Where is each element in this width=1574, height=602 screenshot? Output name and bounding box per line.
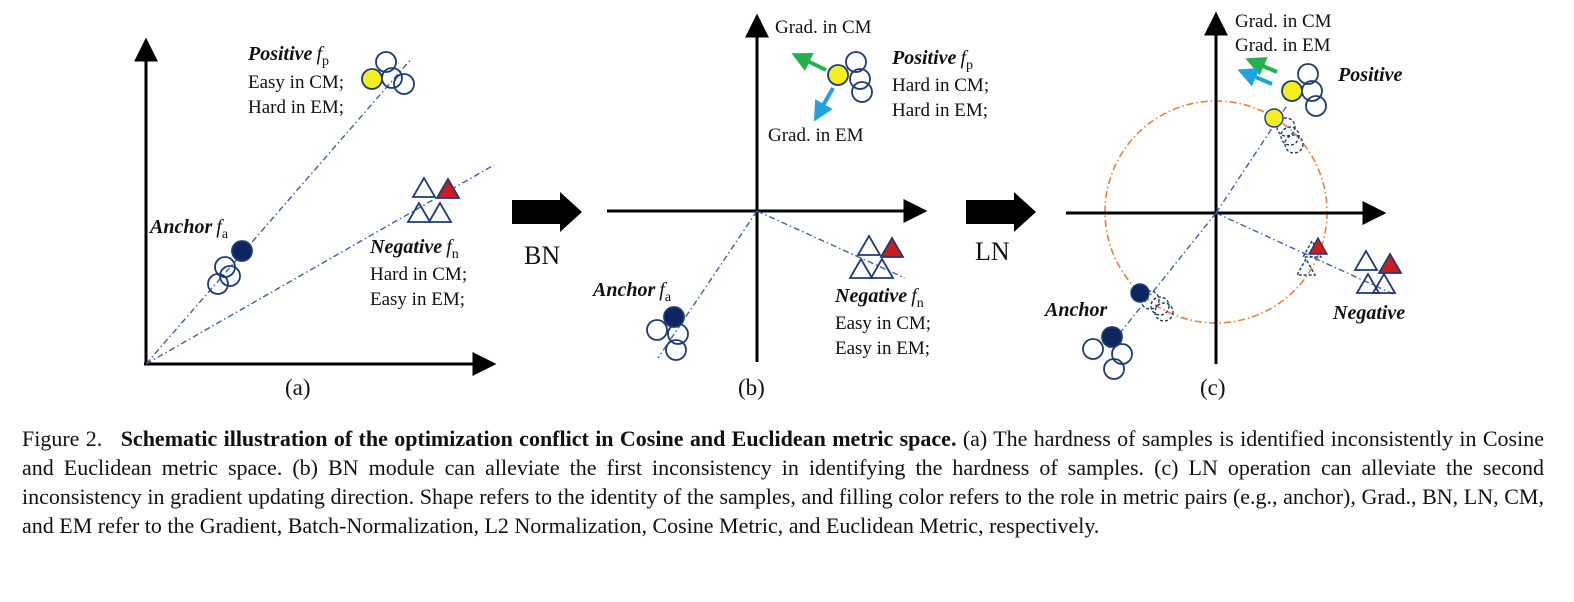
panel-c-positive-cluster xyxy=(1281,63,1327,117)
panel-a-positive-point xyxy=(361,68,383,90)
panel-b-anchor-ray xyxy=(657,210,758,359)
panel-c-anchor-normalized xyxy=(1130,283,1174,322)
panel-a-anchor-cluster xyxy=(207,240,253,295)
caption-number: Figure 2. xyxy=(22,426,103,451)
panel-a: Positive fp Easy in CM; Hard in EM; Anch… xyxy=(134,37,497,400)
panel-b-positive-cluster xyxy=(827,51,873,103)
panel-c-grad-em-label: Grad. in EM xyxy=(1235,35,1331,56)
panel-c-anchor-point xyxy=(1101,326,1123,348)
panel-a-positive-title: Positive fp xyxy=(247,43,329,69)
panel-c-positive-label: Positive xyxy=(1337,64,1403,86)
panel-a-negative-title: Negative fn xyxy=(369,236,459,262)
panel-b-positive-line2: Hard in EM; xyxy=(892,100,988,121)
panel-b-anchor-point xyxy=(663,306,685,328)
panel-c-anchor-ray xyxy=(1107,212,1217,349)
panel-c-negative-normalized-point xyxy=(1307,236,1329,255)
panel-b-negative-line2: Easy in EM; xyxy=(835,338,930,359)
panel-b-positive-point xyxy=(827,64,849,86)
bn-label: BN xyxy=(524,241,560,270)
panel-b-positive-line1: Hard in CM; xyxy=(892,75,989,96)
bn-arrow-shape xyxy=(512,192,582,232)
panel-b-positive-title: Positive fp xyxy=(891,47,973,73)
panel-b-grad-em-arrow xyxy=(814,87,835,122)
panel-a-positive-cluster xyxy=(361,51,415,95)
panel-b-anchor-title: Anchor fa xyxy=(591,279,672,305)
panel-b-grad-em-label: Grad. in EM xyxy=(768,125,864,146)
panel-c-positive-normalized xyxy=(1264,108,1304,154)
panel-c-anchor-label: Anchor xyxy=(1043,299,1107,321)
bn-arrow: BN xyxy=(512,192,582,270)
caption-body: (a) The hardness of samples is identifie… xyxy=(22,426,1544,538)
figure-caption: Figure 2. Schematic illustration of the … xyxy=(22,424,1544,540)
panel-a-positive-line2: Hard in EM; xyxy=(248,97,344,118)
panel-a-anchor-title: Anchor fa xyxy=(148,216,229,242)
ln-label: LN xyxy=(975,237,1010,266)
panel-c-positive-normalized-point xyxy=(1264,108,1284,128)
panel-b-negative-line1: Easy in CM; xyxy=(835,313,931,334)
ln-arrow-shape xyxy=(966,192,1036,232)
panel-b-grad-cm-label: Grad. in CM xyxy=(775,17,872,38)
panel-a-negative-cluster xyxy=(406,176,461,223)
panel-c-anchor-cluster xyxy=(1082,326,1133,380)
panel-c-negative-cluster xyxy=(1353,249,1403,294)
panel-c-grad-cm-label: Grad. in CM xyxy=(1235,11,1332,32)
panel-a-negative-point xyxy=(435,177,461,199)
panel-b: Grad. in CM Grad. in EM Positive fp Hard… xyxy=(591,13,989,400)
figure-diagram: Positive fp Easy in CM; Hard in EM; Anch… xyxy=(134,11,1405,400)
panel-b-negative-ray xyxy=(756,210,906,279)
panel-c-negative-normalized xyxy=(1295,236,1329,276)
panel-b-negative-cluster xyxy=(848,234,905,279)
panel-c-grad-em-arrow xyxy=(1237,67,1273,87)
panel-c-negative-label: Negative xyxy=(1332,302,1405,324)
panel-c-caption: (c) xyxy=(1200,375,1226,400)
panel-b-caption: (b) xyxy=(738,375,765,400)
caption-title: Schematic illustration of the optimizati… xyxy=(120,426,957,451)
panel-b-grad-cm-arrow xyxy=(791,52,827,72)
panel-a-negative-line2: Easy in EM; xyxy=(370,289,465,310)
panel-c-negative-point xyxy=(1377,252,1403,274)
panel-a-positive-ray xyxy=(145,57,413,365)
panel-a-anchor-point xyxy=(231,240,253,262)
panel-a-negative-line1: Hard in CM; xyxy=(370,264,467,285)
panel-c-anchor-normalized-point xyxy=(1130,283,1150,303)
panel-a-positive-line1: Easy in CM; xyxy=(248,72,344,93)
panel-c: Grad. in CM Grad. in EM Positive Anchor … xyxy=(1043,11,1405,400)
ln-arrow: LN xyxy=(966,192,1036,266)
panel-c-positive-point xyxy=(1281,80,1303,102)
panel-b-anchor-cluster xyxy=(646,306,689,361)
panel-a-caption: (a) xyxy=(285,375,311,400)
panel-b-negative-point xyxy=(879,236,905,258)
panel-c-grad-cm-arrow xyxy=(1245,57,1278,76)
panel-b-negative-title: Negative fn xyxy=(834,285,924,311)
